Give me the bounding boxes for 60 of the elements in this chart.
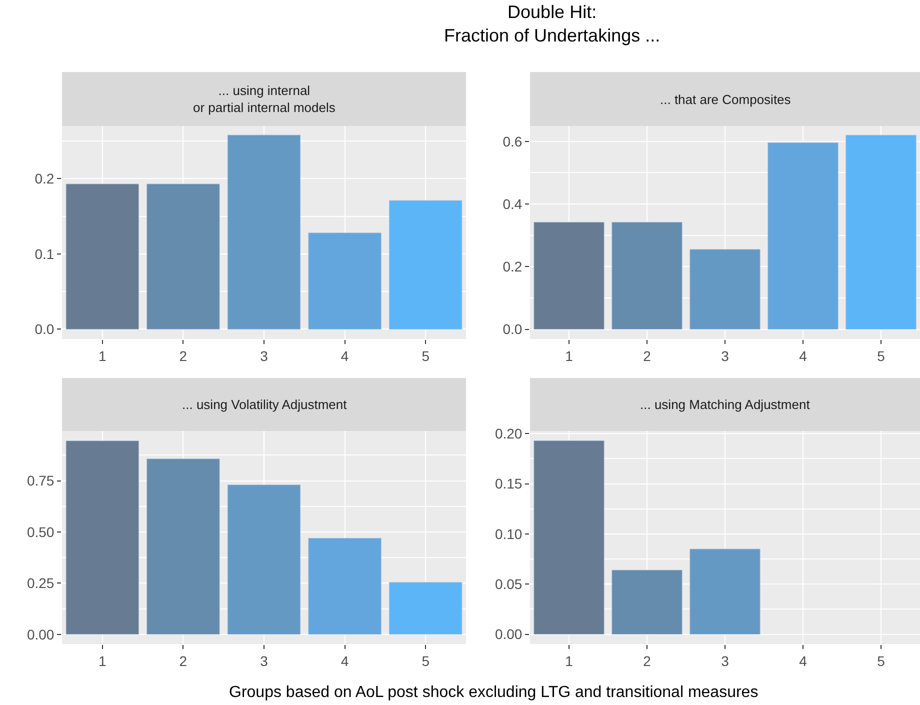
x-tick-label: 3 <box>721 348 730 364</box>
x-tick-label: 5 <box>422 652 430 669</box>
chart-title: ... that are Composites <box>660 92 792 107</box>
y-tick-label: 0.75 <box>26 472 54 489</box>
x-tick-label: 4 <box>340 348 349 364</box>
bar <box>227 484 301 635</box>
x-tick-label: 2 <box>643 652 652 669</box>
bar <box>534 440 604 635</box>
x-tick-label: 2 <box>643 348 652 364</box>
y-tick-label: 0.1 <box>34 246 54 262</box>
x-tick-label: 4 <box>799 652 808 669</box>
x-tick-label: 5 <box>422 348 430 364</box>
y-tick-label: 0.05 <box>494 576 522 592</box>
y-tick-label: 0.20 <box>494 426 522 442</box>
bar <box>66 184 140 330</box>
x-tick-label: 2 <box>179 652 188 669</box>
x-tick-label: 3 <box>260 652 268 669</box>
text: Double Hit: Fraction of Undertakings ... <box>444 2 660 46</box>
y-tick-label: 0.4 <box>502 196 522 212</box>
y-tick-label: 0.10 <box>494 526 522 542</box>
bar <box>66 440 140 635</box>
y-tick-label: 0.6 <box>502 133 522 150</box>
bar <box>690 249 760 330</box>
bar <box>308 232 382 330</box>
bar <box>612 222 682 330</box>
bar <box>388 200 462 330</box>
x-tick-label: 1 <box>565 652 574 669</box>
bar <box>846 134 916 330</box>
x-axis-title: Groups based on AoL post shock excluding LTG and transitional measures <box>229 684 758 701</box>
y-tick-label: 0.0 <box>502 321 522 338</box>
chart-title: ... using internal or partial internal models <box>193 83 336 115</box>
y-tick-label: 0.00 <box>26 626 54 642</box>
x-tick-label: 3 <box>260 348 268 364</box>
y-tick-label: 0.15 <box>494 476 522 492</box>
bar <box>308 538 382 635</box>
bar <box>768 142 838 330</box>
bar <box>612 570 682 635</box>
y-tick-label: 0.25 <box>26 575 54 592</box>
y-tick-label: 0.2 <box>502 258 522 275</box>
x-tick-label: 4 <box>799 348 808 364</box>
bar <box>690 548 760 635</box>
y-tick-label: 0.2 <box>34 170 54 187</box>
bar <box>534 222 604 330</box>
chart-title: ... using Matching Adjustment <box>640 397 810 412</box>
x-tick-label: 4 <box>340 652 349 669</box>
y-tick-label: 0.50 <box>26 524 54 540</box>
y-tick-label: 0.00 <box>494 626 522 642</box>
x-tick-label: 2 <box>179 348 188 364</box>
x-tick-label: 1 <box>565 348 574 364</box>
y-tick-label: 0.0 <box>34 321 54 338</box>
bar <box>388 582 462 635</box>
chart-title: ... using Volatility Adjustment <box>182 397 348 412</box>
bar <box>146 458 220 635</box>
bar <box>227 134 301 330</box>
x-tick-label: 3 <box>721 652 730 669</box>
bar <box>146 184 220 330</box>
x-tick-label: 1 <box>98 652 106 669</box>
x-tick-label: 5 <box>877 652 886 669</box>
x-tick-label: 5 <box>877 348 886 364</box>
x-tick-label: 1 <box>98 348 106 364</box>
